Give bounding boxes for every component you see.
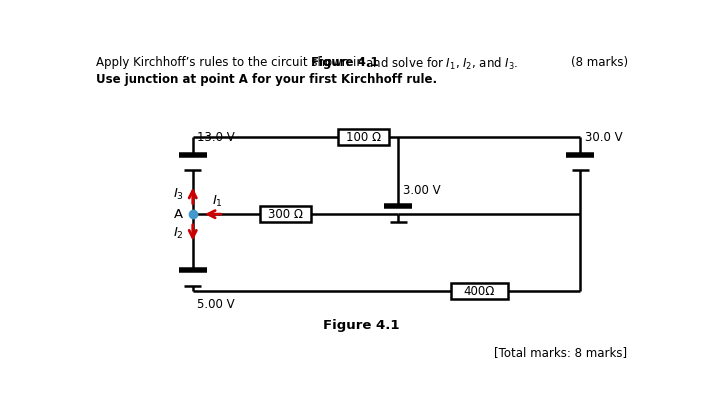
Bar <box>338 130 389 145</box>
Text: 300 Ω: 300 Ω <box>268 208 303 221</box>
Bar <box>260 206 312 222</box>
Text: 3.00 V: 3.00 V <box>403 184 441 197</box>
Text: [Total marks: 8 marks]: [Total marks: 8 marks] <box>493 346 627 359</box>
Text: A: A <box>174 208 183 221</box>
Text: and solve for $I_1$, $I_2$, and $I_3$.: and solve for $I_1$, $I_2$, and $I_3$. <box>362 56 518 72</box>
Text: Figure 4.1: Figure 4.1 <box>323 319 399 332</box>
Text: $I_2$: $I_2$ <box>173 226 184 241</box>
Text: $I_3$: $I_3$ <box>173 187 184 202</box>
Text: $I_1$: $I_1$ <box>212 194 223 209</box>
Text: 5.00 V: 5.00 V <box>197 298 235 311</box>
Bar <box>450 283 508 299</box>
Text: (8 marks): (8 marks) <box>571 56 628 69</box>
Text: 100 Ω: 100 Ω <box>345 131 381 144</box>
Text: Use junction at point A for your first Kirchhoff rule.: Use junction at point A for your first K… <box>96 73 437 86</box>
Text: 400Ω: 400Ω <box>464 285 495 298</box>
Text: Figure 4.1: Figure 4.1 <box>310 56 378 69</box>
Text: 13.0 V: 13.0 V <box>197 131 235 144</box>
Text: 30.0 V: 30.0 V <box>585 131 623 144</box>
Text: Apply Kirchhoff’s rules to the circuit shown in: Apply Kirchhoff’s rules to the circuit s… <box>96 56 367 69</box>
